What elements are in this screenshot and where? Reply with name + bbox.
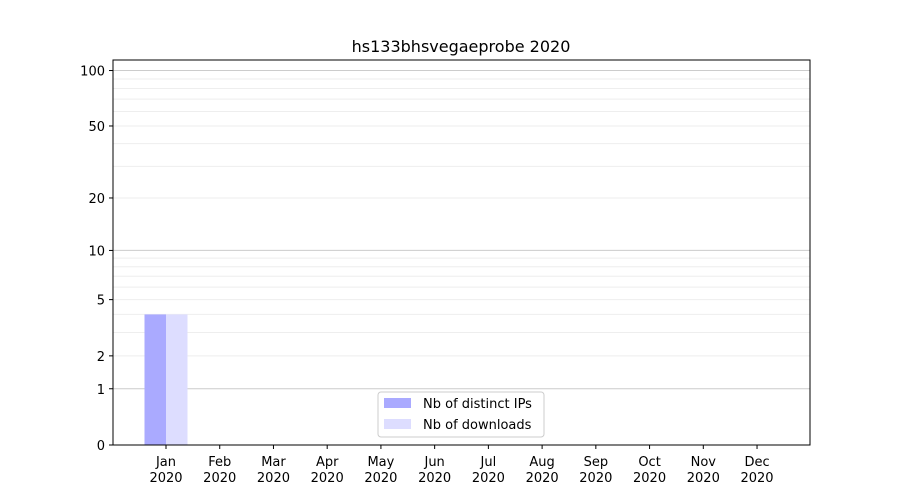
x-tick-label: Dec xyxy=(744,455,769,470)
y-tick-label: 2 xyxy=(97,350,105,365)
x-tick-label: Sep xyxy=(584,455,609,470)
x-tick-label: 2020 xyxy=(149,471,182,486)
y-tick-label: 50 xyxy=(88,120,105,135)
legend-label: Nb of distinct IPs xyxy=(423,397,532,412)
bar-distinct-ips xyxy=(144,314,166,445)
y-tick-label: 100 xyxy=(80,65,105,80)
x-tick-label: 2020 xyxy=(633,471,666,486)
x-tick-label: 2020 xyxy=(257,471,290,486)
x-tick-label: 2020 xyxy=(311,471,344,486)
chart-title: hs133bhsvegaeprobe 2020 xyxy=(352,37,571,56)
x-tick-label: 2020 xyxy=(526,471,559,486)
x-tick-label: Jun xyxy=(423,455,444,470)
x-tick-label: Oct xyxy=(638,455,660,470)
x-tick-label: 2020 xyxy=(418,471,451,486)
legend-label: Nb of downloads xyxy=(423,418,532,433)
legend: Nb of distinct IPs Nb of downloads xyxy=(377,391,545,438)
y-tick-label: 5 xyxy=(97,294,105,309)
x-tick-label: Jan xyxy=(155,455,176,470)
x-tick-label: 2020 xyxy=(687,471,720,486)
y-tick-label: 10 xyxy=(88,244,105,259)
x-tick-label: 2020 xyxy=(364,471,397,486)
y-tick-label: 0 xyxy=(97,439,105,454)
bar-downloads xyxy=(166,314,188,445)
x-tick-label: Nov xyxy=(691,455,717,470)
legend-swatch xyxy=(384,398,411,408)
legend-swatch xyxy=(384,419,411,429)
x-tick-label: 2020 xyxy=(579,471,612,486)
x-tick-label: 2020 xyxy=(472,471,505,486)
x-tick-label: 2020 xyxy=(740,471,773,486)
y-tick-label: 1 xyxy=(97,383,105,398)
legend-box xyxy=(377,391,545,438)
plot-frame xyxy=(112,59,811,446)
x-tick-label: Mar xyxy=(261,455,286,470)
x-tick-label: 2020 xyxy=(203,471,236,486)
x-tick-label: Apr xyxy=(316,455,339,470)
x-tick-label: Jul xyxy=(480,455,497,470)
x-tick-label: Aug xyxy=(529,455,554,470)
x-tick-label: May xyxy=(367,455,394,470)
x-tick-label: Feb xyxy=(208,455,231,470)
y-tick-label: 20 xyxy=(88,192,105,207)
